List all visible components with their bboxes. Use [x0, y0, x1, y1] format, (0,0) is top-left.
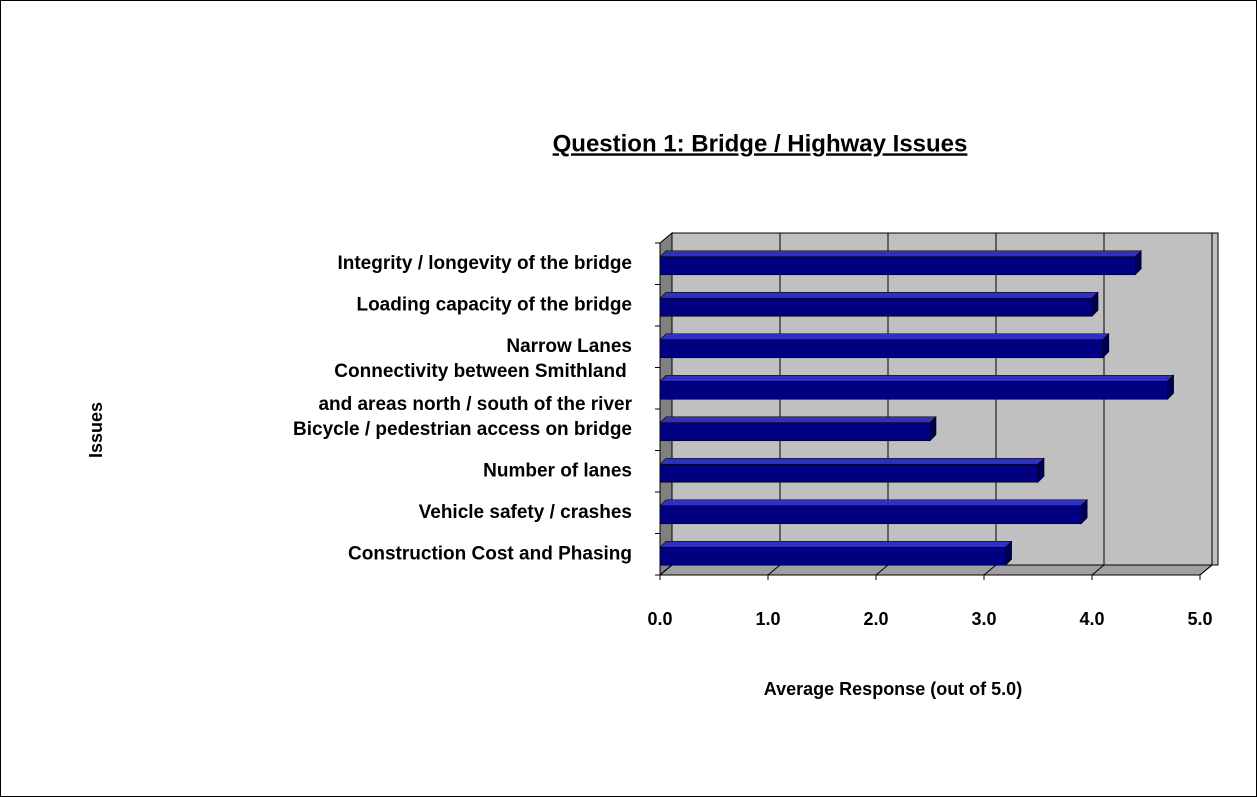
bar-top	[659, 333, 1110, 341]
floor-grid-line	[659, 564, 673, 576]
x-tick-label: 0.0	[647, 609, 672, 629]
floor	[658, 564, 1214, 576]
bar-top	[659, 291, 1099, 299]
bar	[659, 380, 1168, 400]
bar	[659, 505, 1082, 525]
y-tick-label: Construction Cost and Phasing	[348, 543, 632, 564]
x-tick-label: 2.0	[863, 609, 888, 629]
bar	[659, 546, 1006, 566]
floor-grid-line	[1091, 564, 1105, 576]
y-tick-label: Bicycle / pedestrian access on bridge	[293, 419, 632, 440]
x-tick-label: 3.0	[971, 609, 996, 629]
x-tick-label: 1.0	[755, 609, 780, 629]
y-tick-label: Number of lanes	[483, 460, 632, 481]
floor-grid-line	[983, 564, 997, 576]
floor-grid-line	[1199, 564, 1213, 576]
y-tick-label: Narrow Lanes	[506, 336, 632, 357]
y-axis-title: Issues	[86, 402, 106, 458]
floor-grid-line	[767, 564, 781, 576]
bar	[659, 339, 1104, 359]
x-tick-label: 4.0	[1079, 609, 1104, 629]
bar	[659, 297, 1093, 317]
bar-top	[659, 499, 1088, 507]
y-tick-label: Connectivity between Smithland and areas…	[318, 361, 632, 415]
y-tick-label: Vehicle safety / crashes	[419, 502, 632, 523]
bar	[659, 463, 1039, 483]
bar	[659, 256, 1136, 276]
bar-top	[659, 416, 937, 424]
y-tick-label: Loading capacity of the bridge	[356, 294, 632, 315]
x-tick-label: 5.0	[1187, 609, 1212, 629]
chart-title: Question 1: Bridge / Highway Issues	[553, 130, 968, 157]
bar-top	[659, 374, 1175, 382]
bar-top	[659, 457, 1045, 465]
bar-top	[659, 540, 1013, 548]
floor-grid-line	[875, 564, 889, 576]
x-axis-title: Average Response (out of 5.0)	[764, 679, 1022, 699]
y-tick-label: Integrity / longevity of the bridge	[337, 253, 632, 274]
bar	[659, 422, 931, 442]
bar-top	[659, 250, 1142, 258]
